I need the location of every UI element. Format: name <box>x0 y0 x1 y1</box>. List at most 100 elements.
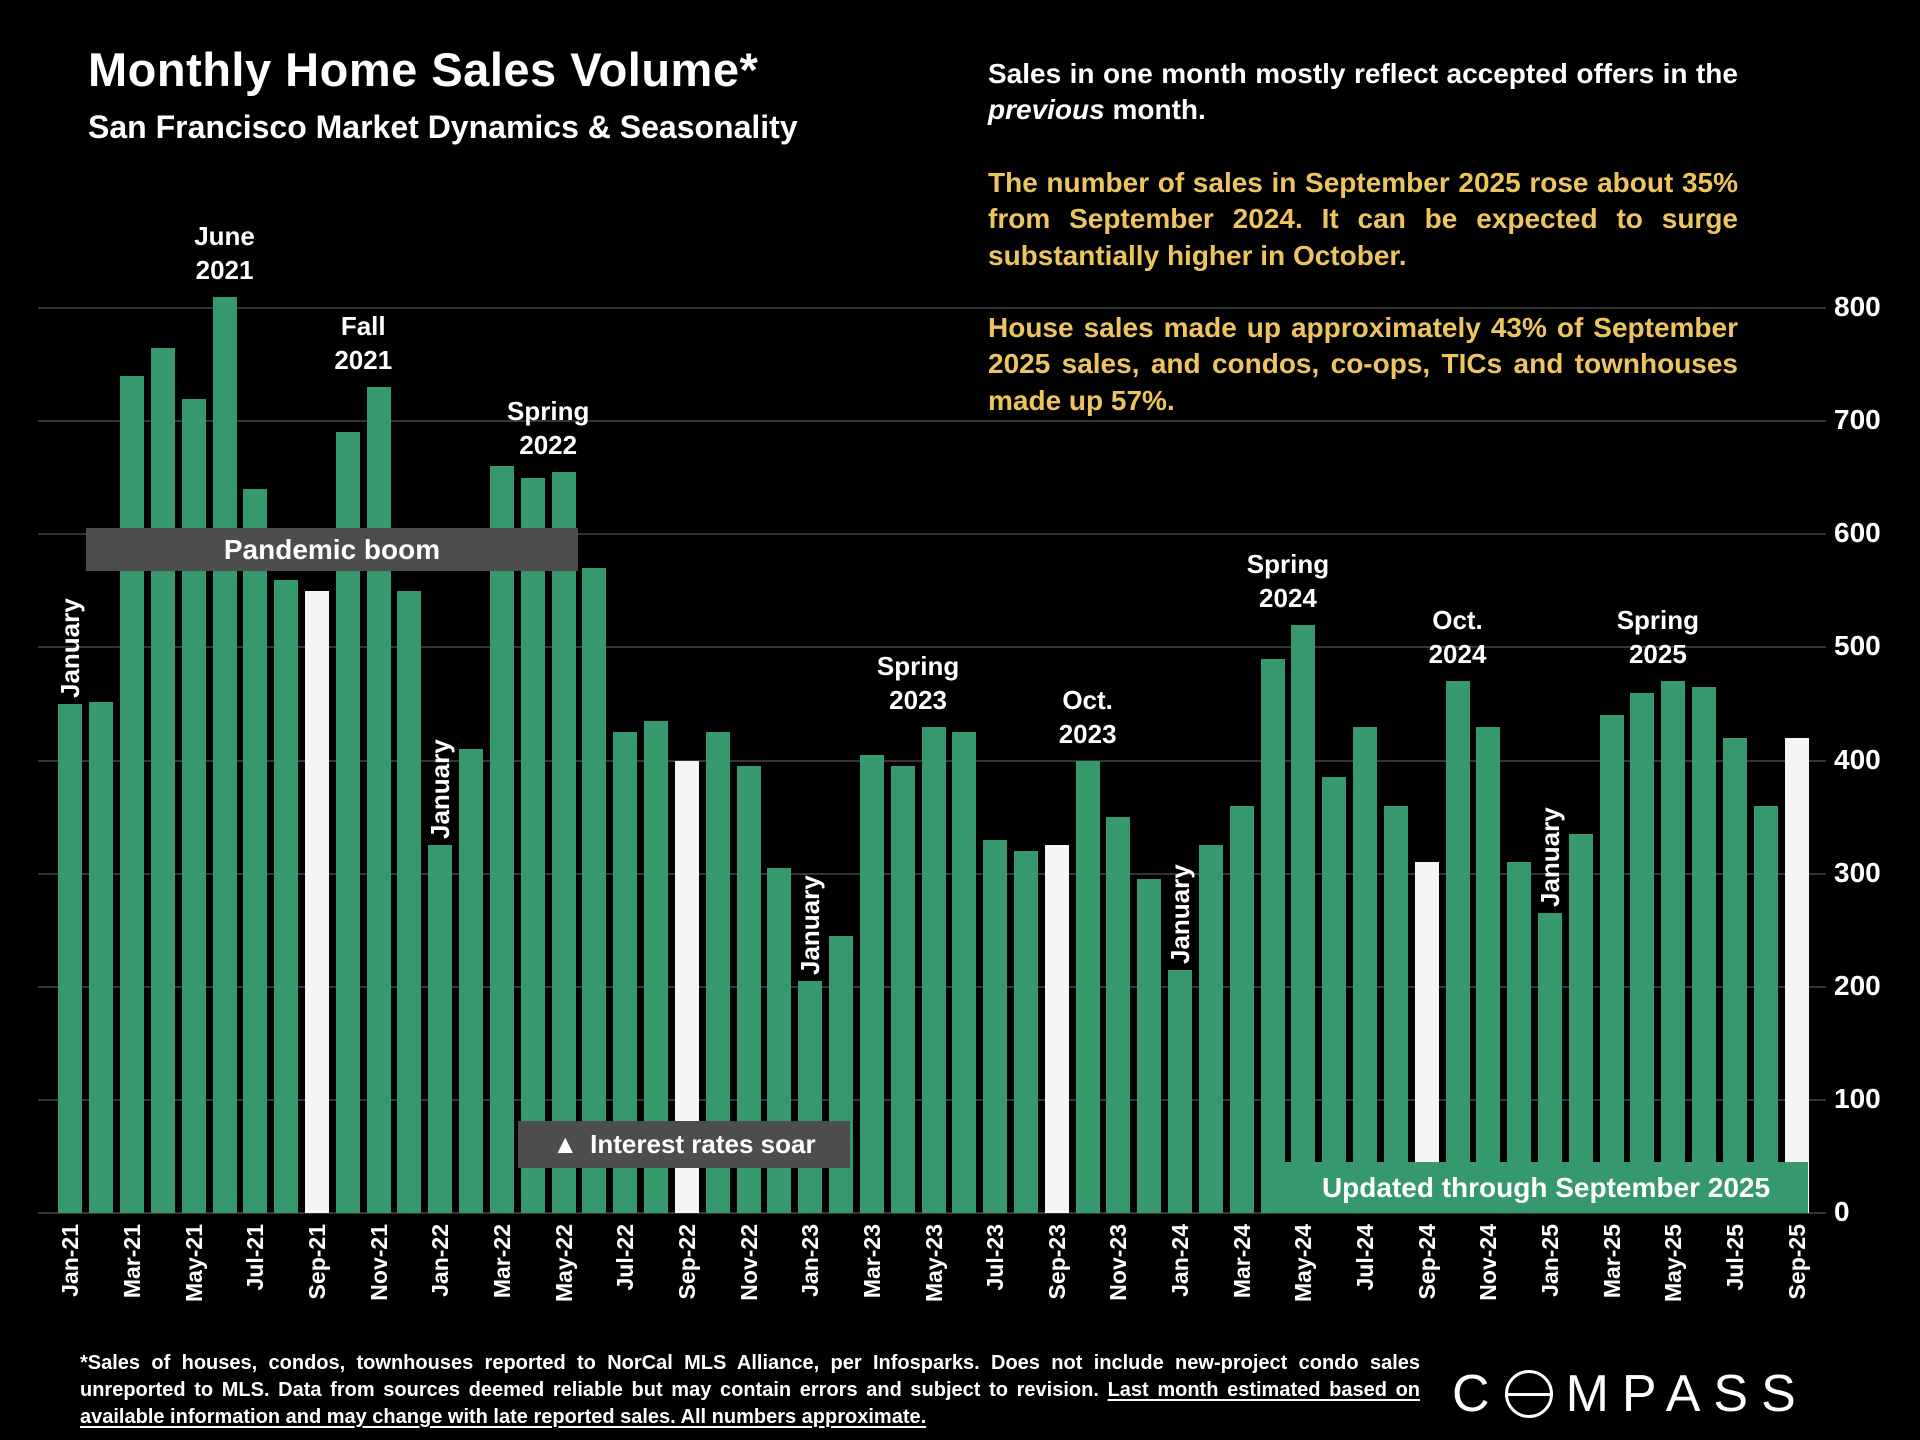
january-annotation-text: January <box>1165 864 1196 964</box>
bar-Oct-23 <box>1075 760 1100 1213</box>
chart-annotation-fall-2021: Fall 2021 <box>334 309 392 377</box>
bar-May-21 <box>181 398 206 1213</box>
note-offers-post: month. <box>1104 94 1206 126</box>
gridline-800 <box>38 307 1826 309</box>
bar-Nov-21 <box>366 387 391 1213</box>
chart-annotation-spring-2023: Spring 2023 <box>877 649 959 717</box>
compass-o-icon <box>1504 1370 1553 1418</box>
bar-Dec-23 <box>1137 879 1162 1213</box>
bar-Dec-21 <box>397 590 422 1213</box>
gridline-500 <box>38 646 1826 649</box>
footnote-underlined: Last month estimated based on available … <box>80 1379 1420 1428</box>
gridline-700 <box>38 420 1826 423</box>
annotation-line: Spring <box>876 650 960 681</box>
x-axis-label-text: Nov-24 <box>1475 1224 1502 1301</box>
x-axis-label-text: Mar-22 <box>488 1224 515 1299</box>
y-axis-label-500: 500 <box>1834 630 1881 662</box>
annotation-line: 2023 <box>1058 718 1117 749</box>
note-offers-pre: Sales in one month mostly reflect accept… <box>988 58 1738 89</box>
page-subtitle: San Francisco Market Dynamics & Seasonal… <box>88 109 798 145</box>
x-axis-label-text: Mar-21 <box>119 1224 146 1299</box>
x-axis-label-text: Jan-21 <box>57 1224 84 1297</box>
interest-rates-banner: ▲ Interest rates soar <box>518 1121 850 1168</box>
bar-Sep-23 <box>1044 845 1069 1213</box>
annotation-line: Spring <box>1616 605 1700 636</box>
x-axis-label-text: Sep-25 <box>1783 1224 1810 1300</box>
january-annotation-text: January <box>425 739 456 840</box>
x-axis-label-text: Jan-24 <box>1167 1224 1194 1297</box>
bar-Apr-24 <box>1260 658 1285 1213</box>
bar-Feb-22 <box>459 749 484 1213</box>
bar-May-22 <box>551 472 576 1213</box>
y-axis-label-0: 0 <box>1834 1196 1850 1227</box>
x-axis-label-text: Mar-25 <box>1598 1224 1625 1299</box>
x-axis-label-text: Sep-21 <box>304 1224 330 1300</box>
bar-Feb-23 <box>829 935 854 1213</box>
x-axis-label-text: May-21 <box>180 1224 207 1302</box>
annotation-line: 2025 <box>1628 639 1687 670</box>
chart-annotation-oct-2023: Oct. 2023 <box>1059 683 1117 751</box>
note-offers-timing: Sales in one month mostly reflect accept… <box>988 56 1738 129</box>
bar-Jun-25 <box>1692 686 1717 1213</box>
note-september-comparison: The number of sales in September 2025 ro… <box>988 166 1738 271</box>
january-annotation-text: January <box>795 875 826 976</box>
chart-annotation-oct-2024: Oct. 2024 <box>1429 603 1487 671</box>
y-axis-label-800: 800 <box>1834 291 1881 322</box>
x-axis-label-text: May-23 <box>920 1224 947 1302</box>
annotation-line: June <box>194 220 255 251</box>
footnote-main: *Sales of houses, condos, townhouses rep… <box>80 1352 1420 1401</box>
annotation-line: 2021 <box>195 254 254 285</box>
annotation-line: 2024 <box>1259 582 1317 613</box>
x-axis-label-text: Jul-22 <box>612 1224 639 1291</box>
x-axis-label-text: May-22 <box>550 1224 577 1302</box>
annotation-line: Oct. <box>1432 605 1483 636</box>
y-axis-label-300: 300 <box>1834 856 1881 888</box>
x-axis-label-text: Sep-23 <box>1043 1224 1070 1300</box>
bar-May-23 <box>921 726 946 1213</box>
gridline-0 <box>38 1212 1826 1214</box>
x-axis-label-text: Nov-21 <box>365 1224 392 1301</box>
annotation-line: 2021 <box>334 345 393 376</box>
x-axis-label-text: Jul-21 <box>242 1224 269 1291</box>
bar-Nov-23 <box>1106 817 1131 1213</box>
bar-Feb-21 <box>89 701 114 1213</box>
bar-Mar-22 <box>489 466 514 1213</box>
bar-Jan-22 <box>428 845 453 1213</box>
bar-Apr-25 <box>1630 692 1655 1213</box>
x-axis-label-text: Mar-24 <box>1228 1224 1255 1299</box>
bar-Dec-24 <box>1507 862 1532 1213</box>
x-axis-label-text: Jul-23 <box>982 1224 1009 1291</box>
bar-Feb-24 <box>1198 845 1223 1213</box>
bar-Oct-24 <box>1445 681 1470 1213</box>
pandemic-boom-banner: Pandemic boom <box>86 528 578 571</box>
x-axis-label-text: May-24 <box>1290 1224 1317 1302</box>
bar-Sep-24 <box>1414 862 1439 1213</box>
bar-Jul-23 <box>983 839 1008 1213</box>
bar-Apr-22 <box>520 477 545 1213</box>
interest-rates-label: Interest rates soar <box>590 1129 816 1159</box>
bar-May-24 <box>1291 624 1316 1213</box>
compass-logo: C MPASS <box>1452 1364 1809 1424</box>
bar-Aug-24 <box>1383 805 1408 1213</box>
note-property-mix: House sales made up approximately 43% of… <box>988 311 1738 416</box>
page-title: Monthly Home Sales Volume* <box>88 43 759 96</box>
x-axis-label-text: Sep-22 <box>673 1224 700 1300</box>
bar-Mar-23 <box>859 754 884 1213</box>
bar-Aug-25 <box>1753 805 1778 1213</box>
bar-Jul-25 <box>1722 737 1747 1213</box>
bar-Nov-24 <box>1476 726 1501 1213</box>
gridline-600 <box>38 533 1826 536</box>
bar-Jun-23 <box>952 732 977 1213</box>
bar-Jun-21 <box>212 296 237 1213</box>
commentary: Sales in one month mostly reflect accept… <box>988 56 1738 455</box>
bar-Feb-25 <box>1568 834 1593 1213</box>
bar-Sep-21 <box>305 590 329 1213</box>
chart-annotation-spring-2025: Spring 2025 <box>1617 603 1699 671</box>
x-axis-label-text: Sep-24 <box>1413 1224 1440 1300</box>
y-axis-label-600: 600 <box>1834 517 1881 549</box>
x-axis-label-text: Jul-24 <box>1352 1224 1379 1291</box>
annotation-line: 2024 <box>1428 639 1487 670</box>
annotation-line: Spring <box>507 396 590 427</box>
